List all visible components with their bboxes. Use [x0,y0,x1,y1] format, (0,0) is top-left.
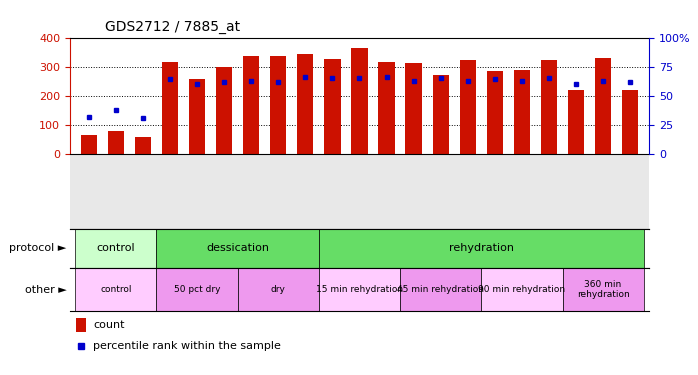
Bar [406,63,422,154]
FancyBboxPatch shape [319,268,400,311]
Bar [297,54,313,154]
Bar [378,62,394,154]
Text: dry: dry [271,285,285,294]
Text: 50 pct dry: 50 pct dry [174,285,221,294]
Bar [622,90,638,154]
Text: control: control [96,243,135,254]
Text: dessication: dessication [206,243,269,254]
Bar [514,70,530,154]
Text: GDS2712 / 7885_at: GDS2712 / 7885_at [105,20,240,34]
Text: percentile rank within the sample: percentile rank within the sample [93,341,281,351]
Text: rehydration: rehydration [449,243,514,254]
Text: 360 min
rehydration: 360 min rehydration [577,280,630,299]
Bar [595,58,611,154]
Bar [433,75,449,154]
FancyBboxPatch shape [75,268,156,311]
Text: 45 min rehydration: 45 min rehydration [397,285,484,294]
Bar [81,135,97,154]
Bar [270,56,286,154]
FancyBboxPatch shape [156,268,237,311]
FancyBboxPatch shape [156,229,319,268]
FancyBboxPatch shape [319,229,644,268]
Bar [487,71,503,154]
Text: 15 min rehydration: 15 min rehydration [316,285,403,294]
Bar [243,56,259,154]
Bar [541,60,557,154]
Text: control: control [100,285,131,294]
Text: other ►: other ► [24,285,66,295]
Bar [107,130,124,154]
FancyBboxPatch shape [75,229,156,268]
Bar [189,79,205,154]
Bar [351,48,368,154]
Bar [162,62,178,154]
FancyBboxPatch shape [400,268,482,311]
Text: protocol ►: protocol ► [9,243,66,254]
Bar [568,90,584,154]
Bar [325,59,341,154]
Text: 90 min rehydration: 90 min rehydration [478,285,565,294]
Text: count: count [93,320,124,330]
Bar [135,137,151,154]
FancyBboxPatch shape [237,268,319,311]
Bar [460,60,476,154]
Bar [75,318,86,332]
FancyBboxPatch shape [563,268,644,311]
Bar [216,67,232,154]
FancyBboxPatch shape [482,268,563,311]
